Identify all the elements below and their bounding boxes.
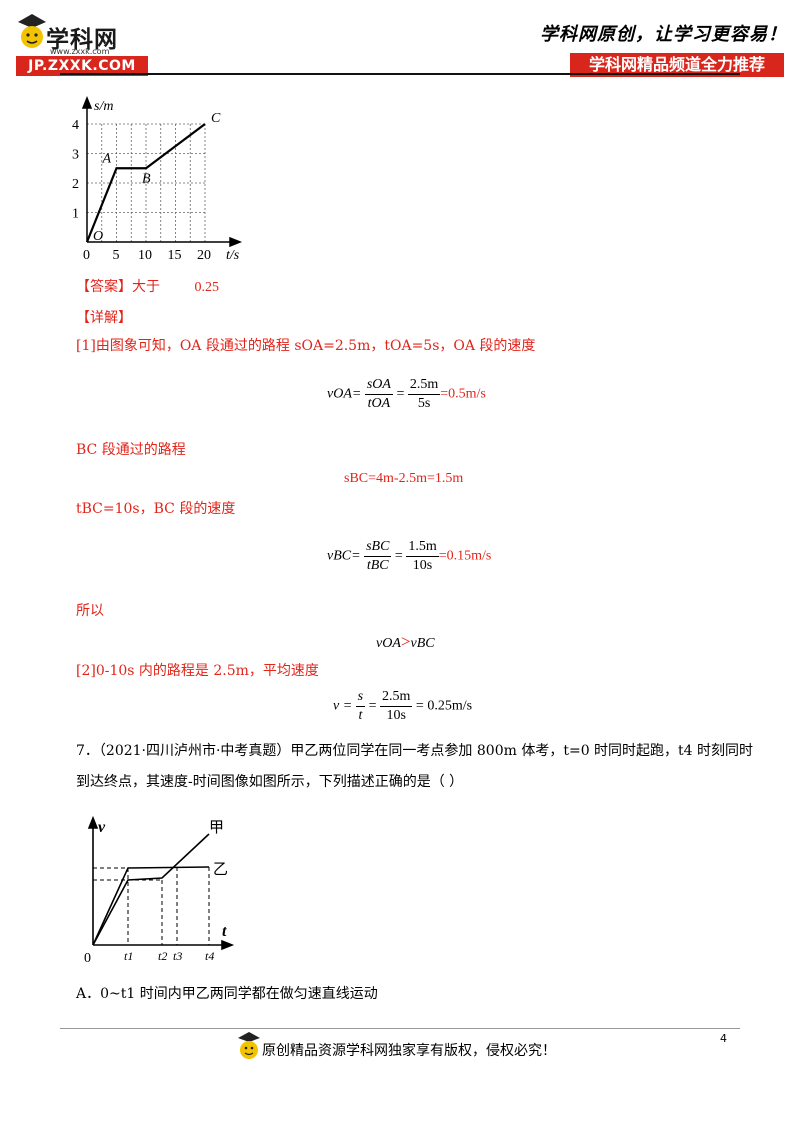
answer-text-2: 0.25 <box>194 280 219 295</box>
fraction-numerator: 2.5m <box>407 376 441 395</box>
formula-equals: = <box>368 698 377 714</box>
x-tick-t4: t4 <box>205 949 214 963</box>
y-tick-label: 3 <box>72 148 79 163</box>
logo-mascot-icon <box>18 14 46 48</box>
y-tick-label: 4 <box>72 118 79 133</box>
site-badge: JP.ZXXK.COM <box>16 56 148 76</box>
header-divider <box>60 73 740 75</box>
detail-tag: 【详解】 <box>76 310 132 326</box>
formula-compare: vOA>vBC <box>376 632 435 652</box>
detail-line-5: [2]0-10s 内的路程是 2.5m，平均速度 <box>76 663 319 679</box>
footer-mascot-icon <box>238 1032 260 1059</box>
y-tick-labels: 1 2 3 4 <box>72 118 79 222</box>
question-7-line-2: 到达终点，其速度-时间图像如图所示，下列描述正确的是（ ） <box>76 774 464 790</box>
point-labels: O A B C <box>93 111 221 244</box>
logo-url: www.zxxk.com <box>50 47 110 56</box>
logo-text: 学科网 <box>46 27 118 53</box>
fraction-denominator: 10s <box>386 708 406 723</box>
formula-result: =0.5m/s <box>440 386 486 402</box>
compare-operator: > <box>400 632 411 651</box>
formula-lhs: vBC= <box>327 548 361 564</box>
series-label-yi: 乙 <box>213 860 228 878</box>
point-label-b: B <box>142 171 151 186</box>
fraction-denominator: t <box>358 708 363 723</box>
x-axis-label: t <box>222 923 227 940</box>
footer-divider <box>60 1028 740 1029</box>
fraction-numerator: s <box>355 688 366 707</box>
compare-left: vOA <box>376 636 401 651</box>
compare-right: vBC <box>410 636 435 651</box>
x-tick-labels: 0 5 10 15 20 <box>83 248 211 262</box>
answer-text-1: 大于 <box>132 279 160 295</box>
x-tick-t2: t2 <box>158 949 167 963</box>
velocity-time-graph: v t 0 t1 t2 t3 t4 甲 乙 <box>84 815 235 966</box>
answer-tag: 【答案】 <box>76 279 132 295</box>
distance-time-graph: s/m t/s 1 2 3 4 0 5 10 15 20 O A B C <box>72 95 243 262</box>
fraction-denominator: tBC <box>366 558 389 573</box>
fraction-numerator: sOA <box>364 376 393 395</box>
fraction-denominator: tOA <box>367 396 391 411</box>
slogan: 学科网原创，让学习更容易！ <box>540 24 787 45</box>
fraction-numerator: 1.5m <box>406 538 439 557</box>
point-label-a: A <box>102 151 112 166</box>
point-label-c: C <box>211 111 221 126</box>
graph-axes <box>87 815 235 951</box>
formula-lhs: v = <box>333 698 353 714</box>
fraction-denominator: 10s <box>412 558 433 573</box>
y-axis-label: v <box>98 819 106 836</box>
formula-v-oa: vOA= sOA tOA = 2.5m 5s =0.5m/s <box>327 376 486 411</box>
series-label-jia: 甲 <box>209 818 224 836</box>
x-tick-label: 10 <box>138 248 152 262</box>
detail-line-1: [1]由图象可知，OA 段通过的路程 sOA=2.5m，tOA=5s，OA 段的… <box>76 338 536 354</box>
page-number: 4 <box>720 1032 727 1045</box>
point-label-o: O <box>93 229 103 244</box>
x-tick-label: 5 <box>113 248 120 262</box>
formula-result: =0.15m/s <box>438 548 492 564</box>
formula-result: = 0.25m/s <box>415 698 473 714</box>
option-a: A．0~t1 时间内甲乙两同学都在做匀速直线运动 <box>76 986 378 1002</box>
formula-v-bc: vBC= sBC tBC = 1.5m 10s =0.15m/s <box>327 538 492 573</box>
series-yi-line <box>92 866 210 946</box>
detail-line-4: 所以 <box>76 603 104 619</box>
origin-label: 0 <box>84 951 91 966</box>
x-tick-t3: t3 <box>173 949 182 963</box>
y-tick-label: 2 <box>72 177 79 192</box>
fraction-numerator: 2.5m <box>380 688 413 707</box>
y-tick-label: 1 <box>72 207 79 222</box>
answer-line: 【答案】大于 0.25 <box>76 277 219 298</box>
footer-copyright: 原创精品资源学科网独家享有版权，侵权必究！ <box>262 1043 556 1059</box>
formula-s-bc: sBC=4m-2.5m=1.5m <box>344 471 464 486</box>
graph-axes <box>81 95 243 248</box>
formula-lhs: vOA= <box>327 386 362 402</box>
x-tick-t1: t1 <box>124 949 133 963</box>
fraction-denominator: 5s <box>417 396 431 411</box>
x-tick-label: 15 <box>168 248 182 262</box>
question-7-line-1: 7．（2021·四川泸州市·中考真题）甲乙两位同学在同一考点参加 800m 体考… <box>76 743 754 759</box>
series-jia-line <box>92 833 210 946</box>
detail-line-3: tBC=10s，BC 段的速度 <box>76 501 236 517</box>
x-tick-label: 20 <box>197 248 211 262</box>
fraction-numerator: sBC <box>364 538 392 557</box>
detail-line-2: BC 段通过的路程 <box>76 442 186 458</box>
x-tick-label: 0 <box>83 248 90 262</box>
x-axis-label: t/s <box>226 248 240 262</box>
distance-line <box>85 123 206 243</box>
y-axis-label: s/m <box>94 99 113 114</box>
guide-lines <box>93 867 210 945</box>
